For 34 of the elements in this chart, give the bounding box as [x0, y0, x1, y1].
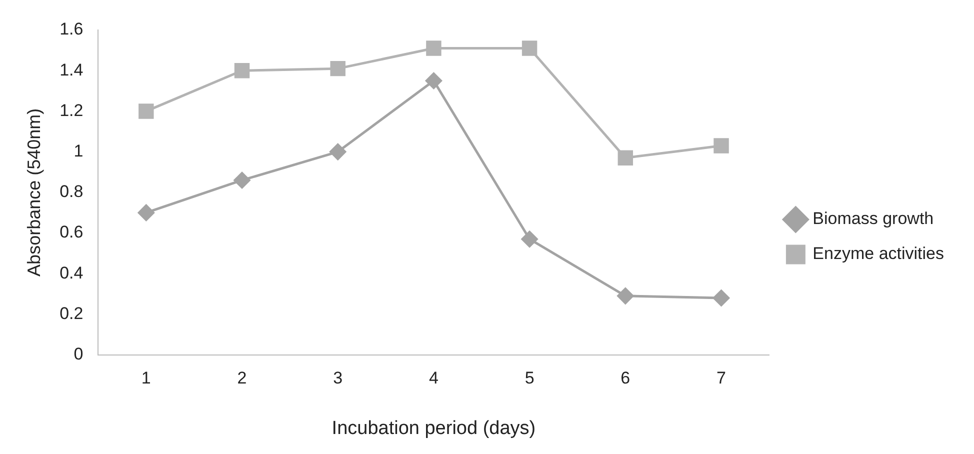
point: [713, 290, 730, 306]
y-tick-label: 0.6: [60, 222, 84, 242]
point: [618, 150, 634, 166]
point: [330, 60, 346, 76]
y-tick-label: 1: [74, 141, 84, 160]
x-tick-label: 7: [716, 368, 726, 388]
y-tick-label: 0.2: [60, 304, 84, 323]
x-tick-label: 4: [428, 368, 438, 388]
point: [426, 40, 442, 56]
legend-label: Enzyme activities: [812, 244, 944, 264]
point: [138, 204, 154, 221]
point: [522, 40, 538, 56]
x-axis-title: Incubation period (days): [332, 418, 536, 439]
point: [617, 288, 634, 304]
y-axis-title: Absorbance (540nm): [24, 108, 44, 276]
point: [425, 72, 442, 89]
y-tick-label: 0.8: [60, 182, 84, 202]
y-tick-label: 1.6: [60, 20, 84, 39]
point: [714, 138, 729, 154]
y-tick-label: 1.4: [60, 60, 84, 80]
point: [330, 144, 346, 160]
y-tick-label: 0: [74, 344, 84, 364]
point: [138, 104, 154, 119]
y-tick-label: 1.2: [60, 100, 84, 120]
legend-label: Biomass growth: [812, 209, 934, 228]
x-tick-label: 3: [333, 368, 343, 388]
x-tick-label: 2: [237, 368, 247, 388]
y-tick-label: 0.4: [60, 263, 84, 282]
point: [234, 62, 250, 78]
point: [234, 172, 250, 188]
x-tick-label: 6: [620, 368, 630, 388]
x-tick-label: 1: [141, 368, 151, 388]
x-tick-label: 5: [524, 368, 534, 388]
point: [521, 230, 538, 248]
